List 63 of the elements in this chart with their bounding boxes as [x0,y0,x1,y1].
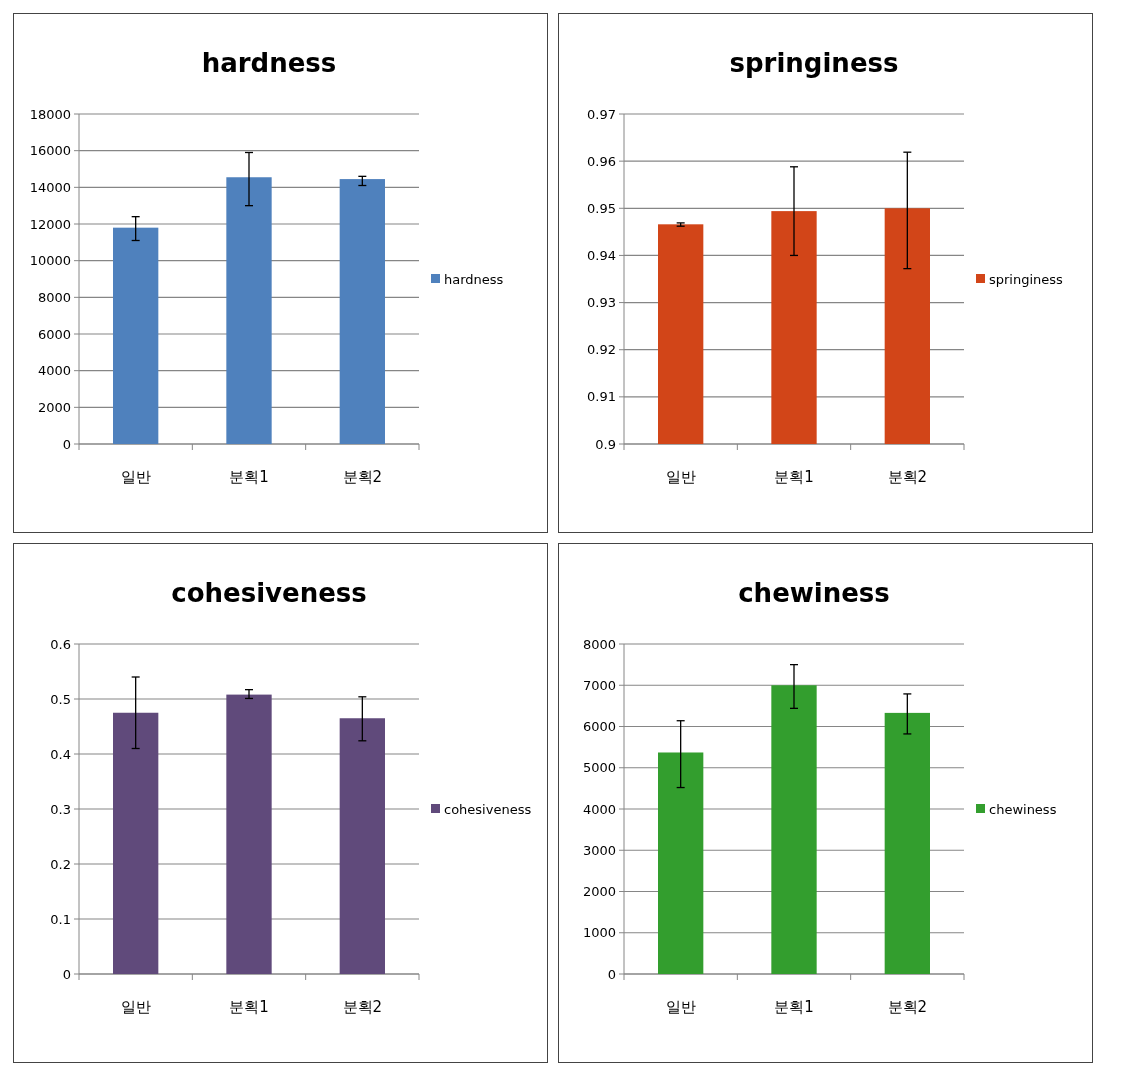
x-tick-label: 분획2 [342,468,383,486]
y-tick-label: 0.94 [587,247,616,263]
y-tick-label: 6000 [582,719,616,735]
y-tick-label: 0.91 [587,389,616,405]
y-tick-label: 12000 [29,216,71,232]
chart-title: hardness [201,48,337,78]
x-tick-label: 분획2 [887,998,928,1016]
bar [339,179,385,444]
x-tick-label: 일반 [120,998,151,1016]
y-tick-label: 16000 [29,143,71,159]
bar [113,227,159,444]
y-tick-label: 7000 [582,677,616,693]
y-tick-label: 4000 [37,363,71,379]
x-tick-label: 일반 [665,998,696,1016]
y-tick-label: 4000 [582,801,616,817]
y-tick-label: 2000 [582,884,616,900]
bar [226,694,272,974]
y-tick-label: 6000 [37,326,71,342]
bar [658,752,704,974]
bar [113,712,159,974]
bar [226,177,272,444]
y-tick-label: 5000 [582,760,616,776]
y-tick-label: 0.1 [50,911,71,927]
y-tick-label: 0.92 [587,342,616,358]
chart-title: springiness [729,48,899,78]
y-tick-label: 0 [607,966,616,982]
x-tick-label: 분획1 [229,998,269,1016]
legend-label: springiness [989,271,1064,287]
x-tick-label: 일반 [120,468,151,486]
legend-label: cohesiveness [444,801,532,817]
y-tick-label: 0 [62,966,71,982]
y-tick-label: 0.95 [587,200,616,216]
x-tick-label: 분획1 [774,998,814,1016]
y-tick-label: 0.4 [50,746,71,762]
y-tick-label: 8000 [37,289,71,305]
y-tick-label: 0.9 [595,436,616,452]
y-tick-label: 18000 [29,106,71,122]
x-tick-label: 분획2 [887,468,928,486]
y-tick-label: 14000 [29,179,71,195]
x-tick-label: 일반 [665,468,696,486]
y-tick-label: 2000 [37,399,71,415]
x-tick-label: 분획1 [774,468,814,486]
legend-label: chewiness [989,801,1057,817]
bar [339,718,385,974]
y-tick-label: 0.6 [50,636,71,652]
x-tick-label: 분획2 [342,998,383,1016]
legend-label: hardness [444,271,504,287]
y-tick-label: 0.97 [587,106,616,122]
y-tick-label: 0.93 [587,295,616,311]
y-tick-label: 10000 [29,253,71,269]
y-tick-label: 8000 [582,636,616,652]
x-tick-label: 분획1 [229,468,269,486]
y-tick-label: 1000 [582,925,616,941]
y-tick-label: 3000 [582,842,616,858]
y-tick-label: 0.96 [587,153,616,169]
chart-title: chewiness [738,578,890,608]
y-tick-label: 0.3 [50,801,71,817]
y-tick-label: 0 [62,436,71,452]
bar [771,685,817,974]
bar [884,712,930,974]
chart-title: cohesiveness [171,578,367,608]
y-tick-label: 0.2 [50,856,71,872]
y-tick-label: 0.5 [50,691,71,707]
